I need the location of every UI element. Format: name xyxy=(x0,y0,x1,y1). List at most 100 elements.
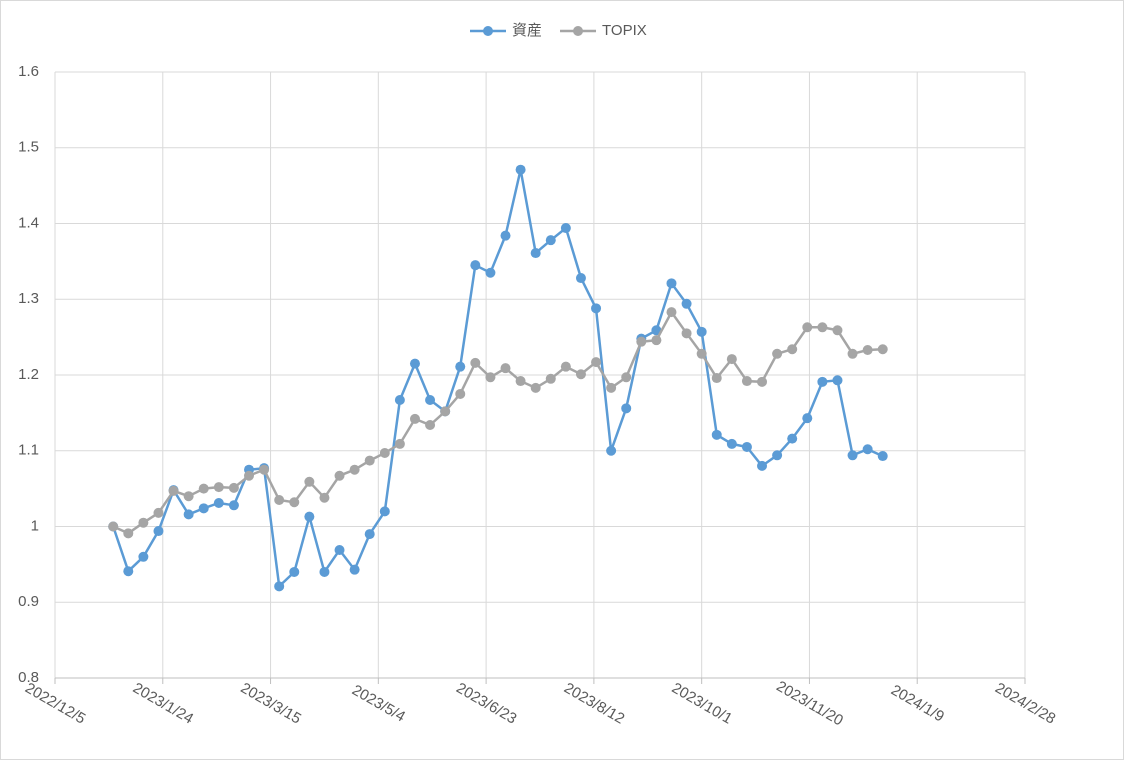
data-point xyxy=(319,566,330,577)
data-point xyxy=(470,260,481,271)
data-point xyxy=(289,566,300,577)
data-point xyxy=(334,544,345,555)
data-point xyxy=(591,303,602,314)
y-tick-label: 1 xyxy=(31,517,39,534)
data-point xyxy=(198,483,209,494)
data-point xyxy=(696,326,707,337)
data-point xyxy=(787,433,798,444)
data-point xyxy=(213,482,224,493)
data-point xyxy=(606,445,617,456)
data-point xyxy=(183,509,194,520)
data-point xyxy=(485,267,496,278)
series-line xyxy=(112,169,884,589)
data-point xyxy=(123,566,134,577)
data-point xyxy=(636,336,647,347)
data-point xyxy=(470,357,481,368)
data-point xyxy=(349,464,360,475)
data-point xyxy=(409,413,420,424)
data-point xyxy=(757,460,768,471)
data-point xyxy=(591,357,602,368)
legend-marker xyxy=(573,26,584,36)
data-point xyxy=(153,526,164,537)
data-point xyxy=(741,441,752,452)
data-point xyxy=(304,476,315,487)
data-point xyxy=(108,521,119,532)
data-point xyxy=(847,450,858,461)
data-point xyxy=(198,503,209,514)
data-point xyxy=(575,273,586,284)
data-point xyxy=(213,498,224,509)
data-point xyxy=(319,492,330,503)
data-point xyxy=(138,551,149,562)
data-point xyxy=(530,382,541,393)
data-point xyxy=(228,482,239,493)
data-point xyxy=(244,470,254,481)
data-point xyxy=(394,438,405,449)
data-point xyxy=(545,373,556,384)
data-point xyxy=(530,248,541,259)
data-point xyxy=(153,507,164,518)
data-point xyxy=(741,376,752,387)
data-point xyxy=(394,394,405,405)
data-point xyxy=(425,419,436,430)
data-point xyxy=(379,506,390,517)
data-point xyxy=(696,348,707,359)
data-point xyxy=(877,451,888,462)
data-point xyxy=(168,485,179,496)
data-point xyxy=(621,372,632,383)
series-line xyxy=(112,309,883,535)
data-point xyxy=(123,528,134,539)
data-point xyxy=(289,497,300,508)
data-point xyxy=(606,382,617,393)
data-point xyxy=(726,354,737,365)
data-point xyxy=(726,438,737,449)
data-point xyxy=(666,307,677,318)
data-point xyxy=(349,564,360,575)
legend-label: TOPIX xyxy=(602,22,647,39)
data-point xyxy=(832,325,843,336)
data-point xyxy=(515,376,526,387)
data-point xyxy=(651,335,662,346)
y-tick-label: 1.4 xyxy=(18,214,39,231)
data-point xyxy=(274,581,285,592)
data-point xyxy=(862,444,873,455)
data-point xyxy=(409,358,420,369)
data-point xyxy=(485,372,496,383)
data-point xyxy=(425,394,436,405)
data-point xyxy=(560,361,571,372)
data-point xyxy=(802,413,813,424)
data-point xyxy=(545,235,556,246)
data-point xyxy=(847,348,858,359)
y-tick-label: 1.5 xyxy=(18,139,39,156)
data-point xyxy=(364,455,375,466)
data-point xyxy=(711,429,722,440)
y-tick-label: 0.9 xyxy=(18,593,39,610)
data-point xyxy=(621,403,632,414)
data-point xyxy=(575,369,586,380)
data-point xyxy=(560,223,571,234)
data-point xyxy=(304,511,315,522)
data-point xyxy=(274,494,285,505)
data-point xyxy=(379,448,390,459)
data-point xyxy=(259,464,270,475)
data-point xyxy=(787,344,798,355)
y-tick-label: 1.1 xyxy=(18,442,39,459)
data-point xyxy=(862,345,873,356)
data-point xyxy=(757,376,768,387)
data-point xyxy=(364,529,375,540)
data-point xyxy=(832,375,843,386)
y-tick-label: 1.3 xyxy=(18,290,39,307)
data-point xyxy=(877,344,888,355)
legend-label: 資産 xyxy=(512,22,542,39)
data-point xyxy=(772,348,783,359)
data-point xyxy=(681,298,692,309)
data-point xyxy=(455,361,466,372)
data-point xyxy=(440,406,451,417)
y-tick-label: 1.6 xyxy=(18,63,39,80)
data-point xyxy=(817,376,828,387)
data-point xyxy=(515,164,526,175)
data-point xyxy=(228,500,239,511)
data-point xyxy=(651,325,662,336)
